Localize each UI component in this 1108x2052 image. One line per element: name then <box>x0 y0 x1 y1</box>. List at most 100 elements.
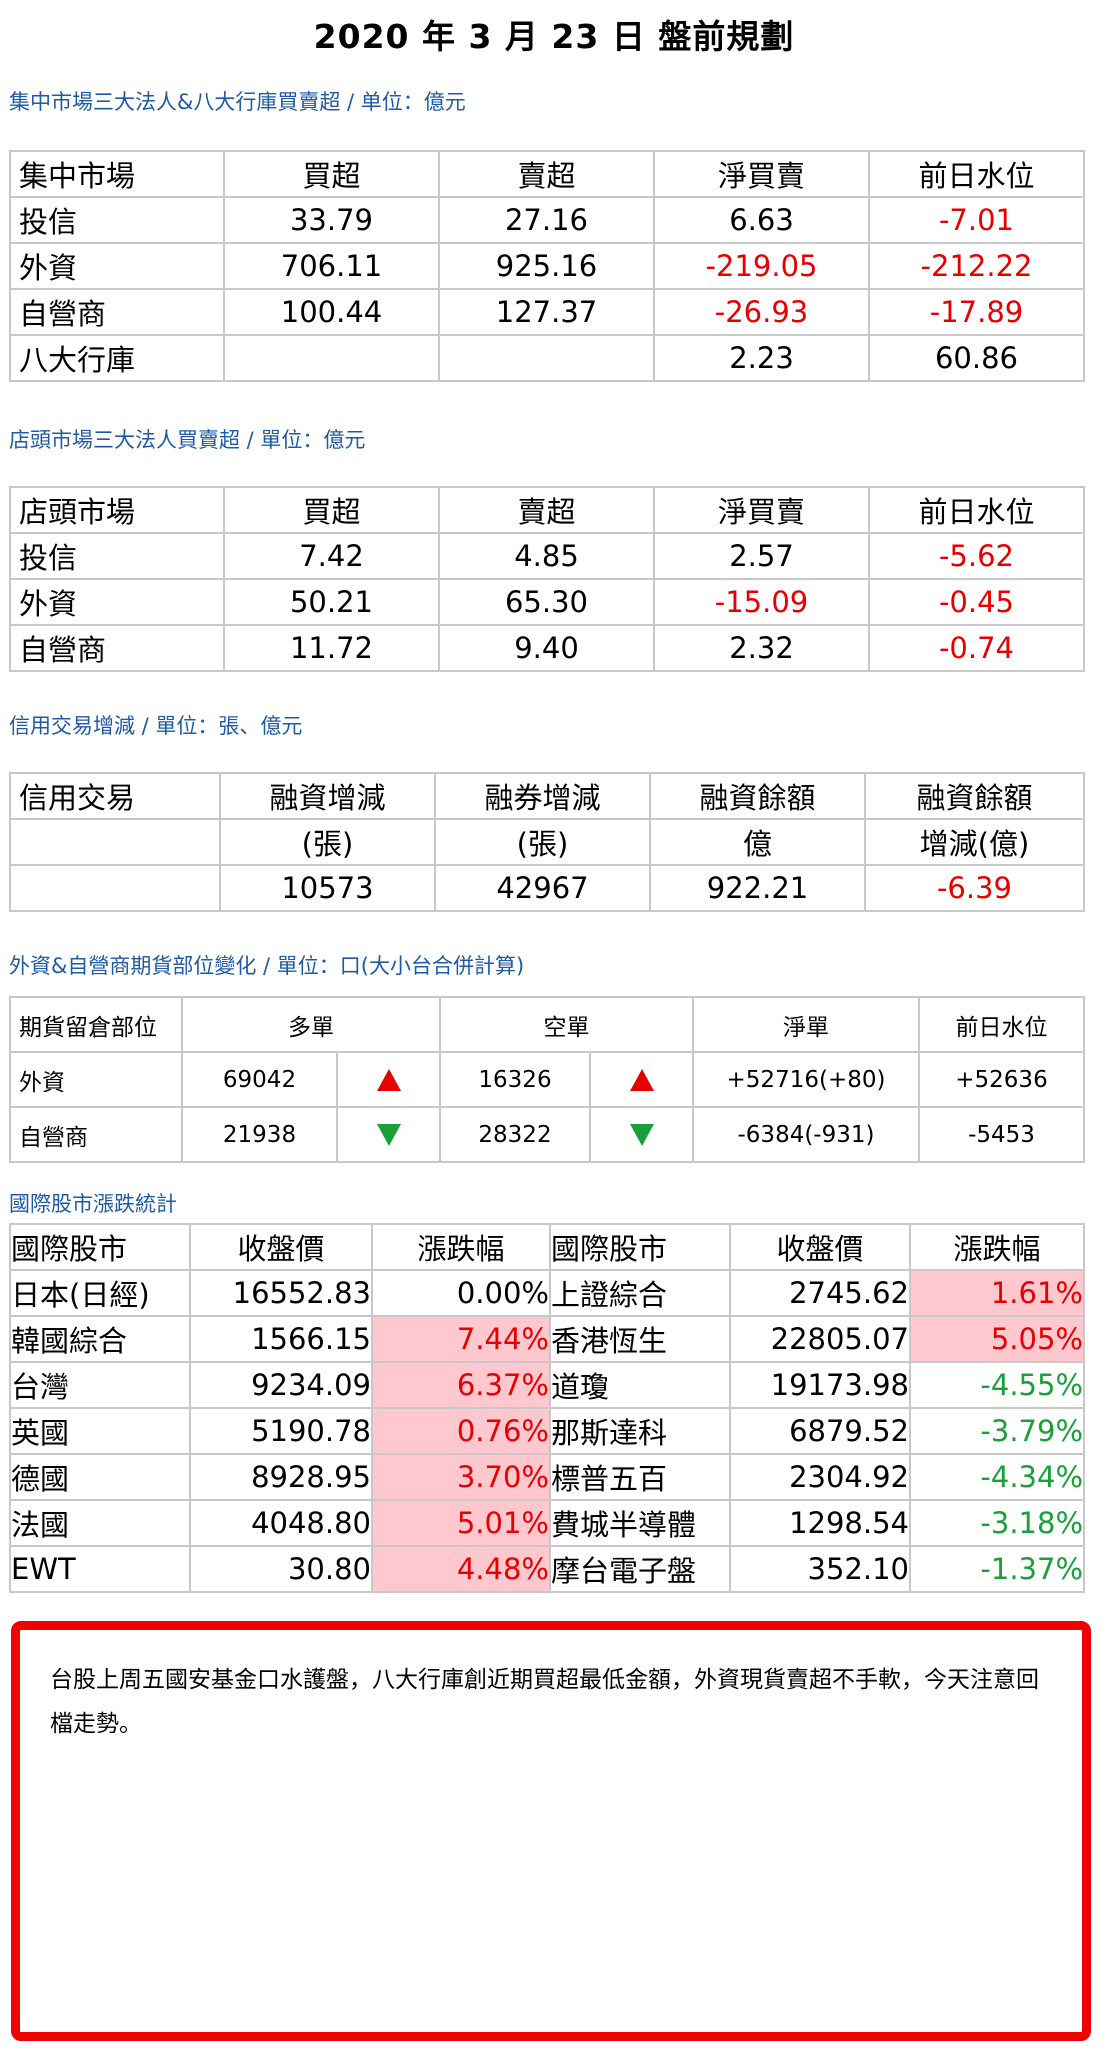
page-title: 2020 年 3 月 23 日 盤前規劃 <box>313 17 795 56</box>
header-cell: 收盤價 <box>729 1223 911 1271</box>
table-row: 外資 69042 16326 +52716(+80) +52636 <box>9 1051 1085 1108</box>
long-direction <box>336 1051 441 1108</box>
market-name: 費城半導體 <box>549 1499 731 1547</box>
net-cell: 6.63 <box>653 196 870 244</box>
row-label: 八大行庫 <box>9 334 225 382</box>
subheader-cell: (張) <box>434 818 651 866</box>
table-row: 自營商 100.44 127.37 -26.93 -17.89 <box>9 288 1085 336</box>
change-cell: 0.00% <box>371 1269 551 1317</box>
table-row: 外資 706.11 925.16 -219.05 -212.22 <box>9 242 1085 290</box>
table-subheader-row: (張) (張) 億 增減(億) <box>9 818 1085 866</box>
buy-cell: 7.42 <box>223 532 440 580</box>
header-cell: 漲跌幅 <box>371 1223 551 1271</box>
close-cell: 6879.52 <box>729 1407 911 1455</box>
table-row: 韓國綜合 1566.15 7.44% 香港恆生 22805.07 5.05% <box>9 1315 1085 1363</box>
market-name: EWT <box>9 1545 191 1593</box>
commentary-text: 台股上周五國安基金口水護盤，八大行庫創近期買超最低金額，外資現貨賣超不手軟，今天… <box>50 1667 1039 1737</box>
listed-section-label: 集中市場三大法人&八大行庫買賣超 / 单位：億元 <box>9 90 466 114</box>
subheader-cell: (張) <box>219 818 436 866</box>
table-header-row: 集中市場 買超 賣超 淨買賣 前日水位 <box>9 150 1085 198</box>
prev-cell: -0.45 <box>868 578 1085 626</box>
close-cell: 2745.62 <box>729 1269 911 1317</box>
market-name: 道瓊 <box>549 1361 731 1409</box>
triangle-down-icon <box>376 1124 401 1146</box>
row-label: 投信 <box>9 196 225 244</box>
close-cell: 30.80 <box>189 1545 373 1593</box>
credit-table: 信用交易 融資增減 融券增減 融資餘額 融資餘額 (張) (張) 億 增減(億)… <box>9 772 1085 912</box>
change-cell: 3.70% <box>371 1453 551 1501</box>
table-header-row: 國際股市 收盤價 漲跌幅 國際股市 收盤價 漲跌幅 <box>9 1223 1085 1271</box>
table-row: EWT 30.80 4.48% 摩台電子盤 352.10 -1.37% <box>9 1545 1085 1593</box>
change-cell: -3.18% <box>909 1499 1085 1547</box>
sell-cell <box>438 334 655 382</box>
short-cell: 16326 <box>439 1051 591 1108</box>
short-direction <box>589 1051 694 1108</box>
buy-cell: 11.72 <box>223 624 440 672</box>
row-label: 外資 <box>9 578 225 626</box>
net-cell: -219.05 <box>653 242 870 290</box>
header-cell: 賣超 <box>438 150 655 198</box>
sell-cell: 925.16 <box>438 242 655 290</box>
header-cell: 前日水位 <box>868 150 1085 198</box>
market-name: 法國 <box>9 1499 191 1547</box>
market-name: 德國 <box>9 1453 191 1501</box>
short-change-cell: 42967 <box>434 864 651 912</box>
change-cell: -3.79% <box>909 1407 1085 1455</box>
margin-change-cell: 10573 <box>219 864 436 912</box>
row-label: 投信 <box>9 532 225 580</box>
market-name: 標普五百 <box>549 1453 731 1501</box>
header-cell: 淨單 <box>692 996 920 1053</box>
header-cell: 期貨留倉部位 <box>9 996 183 1053</box>
net-cell: -15.09 <box>653 578 870 626</box>
triangle-up-icon <box>376 1069 401 1091</box>
short-cell: 28322 <box>439 1106 591 1163</box>
row-label: 自營商 <box>9 1106 183 1163</box>
sell-cell: 9.40 <box>438 624 655 672</box>
intl-table: 國際股市 收盤價 漲跌幅 國際股市 收盤價 漲跌幅 日本(日經) 16552.8… <box>9 1223 1085 1593</box>
net-cell: 2.23 <box>653 334 870 382</box>
header-cell: 多單 <box>181 996 441 1053</box>
prev-cell: -17.89 <box>868 288 1085 336</box>
change-cell: -1.37% <box>909 1545 1085 1593</box>
change-cell: 6.37% <box>371 1361 551 1409</box>
header-cell: 收盤價 <box>189 1223 373 1271</box>
prev-cell: -212.22 <box>868 242 1085 290</box>
header-cell: 前日水位 <box>868 486 1085 534</box>
table-row: 自營商 11.72 9.40 2.32 -0.74 <box>9 624 1085 672</box>
table-header-row: 店頭市場 買超 賣超 淨買賣 前日水位 <box>9 486 1085 534</box>
prev-cell: -7.01 <box>868 196 1085 244</box>
market-name: 英國 <box>9 1407 191 1455</box>
change-cell: -4.55% <box>909 1361 1085 1409</box>
table-header-row: 期貨留倉部位 多單 空單 淨單 前日水位 <box>9 996 1085 1053</box>
sell-cell: 65.30 <box>438 578 655 626</box>
close-cell: 19173.98 <box>729 1361 911 1409</box>
intl-section-label: 國際股市漲跌統計 <box>9 1192 177 1216</box>
change-cell: 5.05% <box>909 1315 1085 1363</box>
prev-cell: -5453 <box>918 1106 1085 1163</box>
change-cell: 4.48% <box>371 1545 551 1593</box>
sell-cell: 27.16 <box>438 196 655 244</box>
buy-cell: 706.11 <box>223 242 440 290</box>
buy-cell: 33.79 <box>223 196 440 244</box>
long-cell: 69042 <box>181 1051 338 1108</box>
close-cell: 16552.83 <box>189 1269 373 1317</box>
market-name: 摩台電子盤 <box>549 1545 731 1593</box>
table-row: 日本(日經) 16552.83 0.00% 上證綜合 2745.62 1.61% <box>9 1269 1085 1317</box>
table-row: 投信 7.42 4.85 2.57 -5.62 <box>9 532 1085 580</box>
net-cell: -6384(-931) <box>692 1106 920 1163</box>
close-cell: 8928.95 <box>189 1453 373 1501</box>
otc-table: 店頭市場 買超 賣超 淨買賣 前日水位 投信 7.42 4.85 2.57 -5… <box>9 486 1085 672</box>
listed-table: 集中市場 買超 賣超 淨買賣 前日水位 投信 33.79 27.16 6.63 … <box>9 150 1085 382</box>
sell-cell: 127.37 <box>438 288 655 336</box>
header-cell: 空單 <box>439 996 694 1053</box>
long-direction <box>336 1106 441 1163</box>
credit-section-label: 信用交易增減 / 單位：張、億元 <box>9 714 303 738</box>
row-label: 外資 <box>9 242 225 290</box>
commentary-box: 台股上周五國安基金口水護盤，八大行庫創近期買超最低金額，外資現貨賣超不手軟，今天… <box>11 1621 1091 2041</box>
row-label <box>9 864 221 912</box>
header-cell: 融資餘額 <box>649 772 866 820</box>
close-cell: 5190.78 <box>189 1407 373 1455</box>
header-cell: 買超 <box>223 486 440 534</box>
close-cell: 352.10 <box>729 1545 911 1593</box>
market-name: 韓國綜合 <box>9 1315 191 1363</box>
